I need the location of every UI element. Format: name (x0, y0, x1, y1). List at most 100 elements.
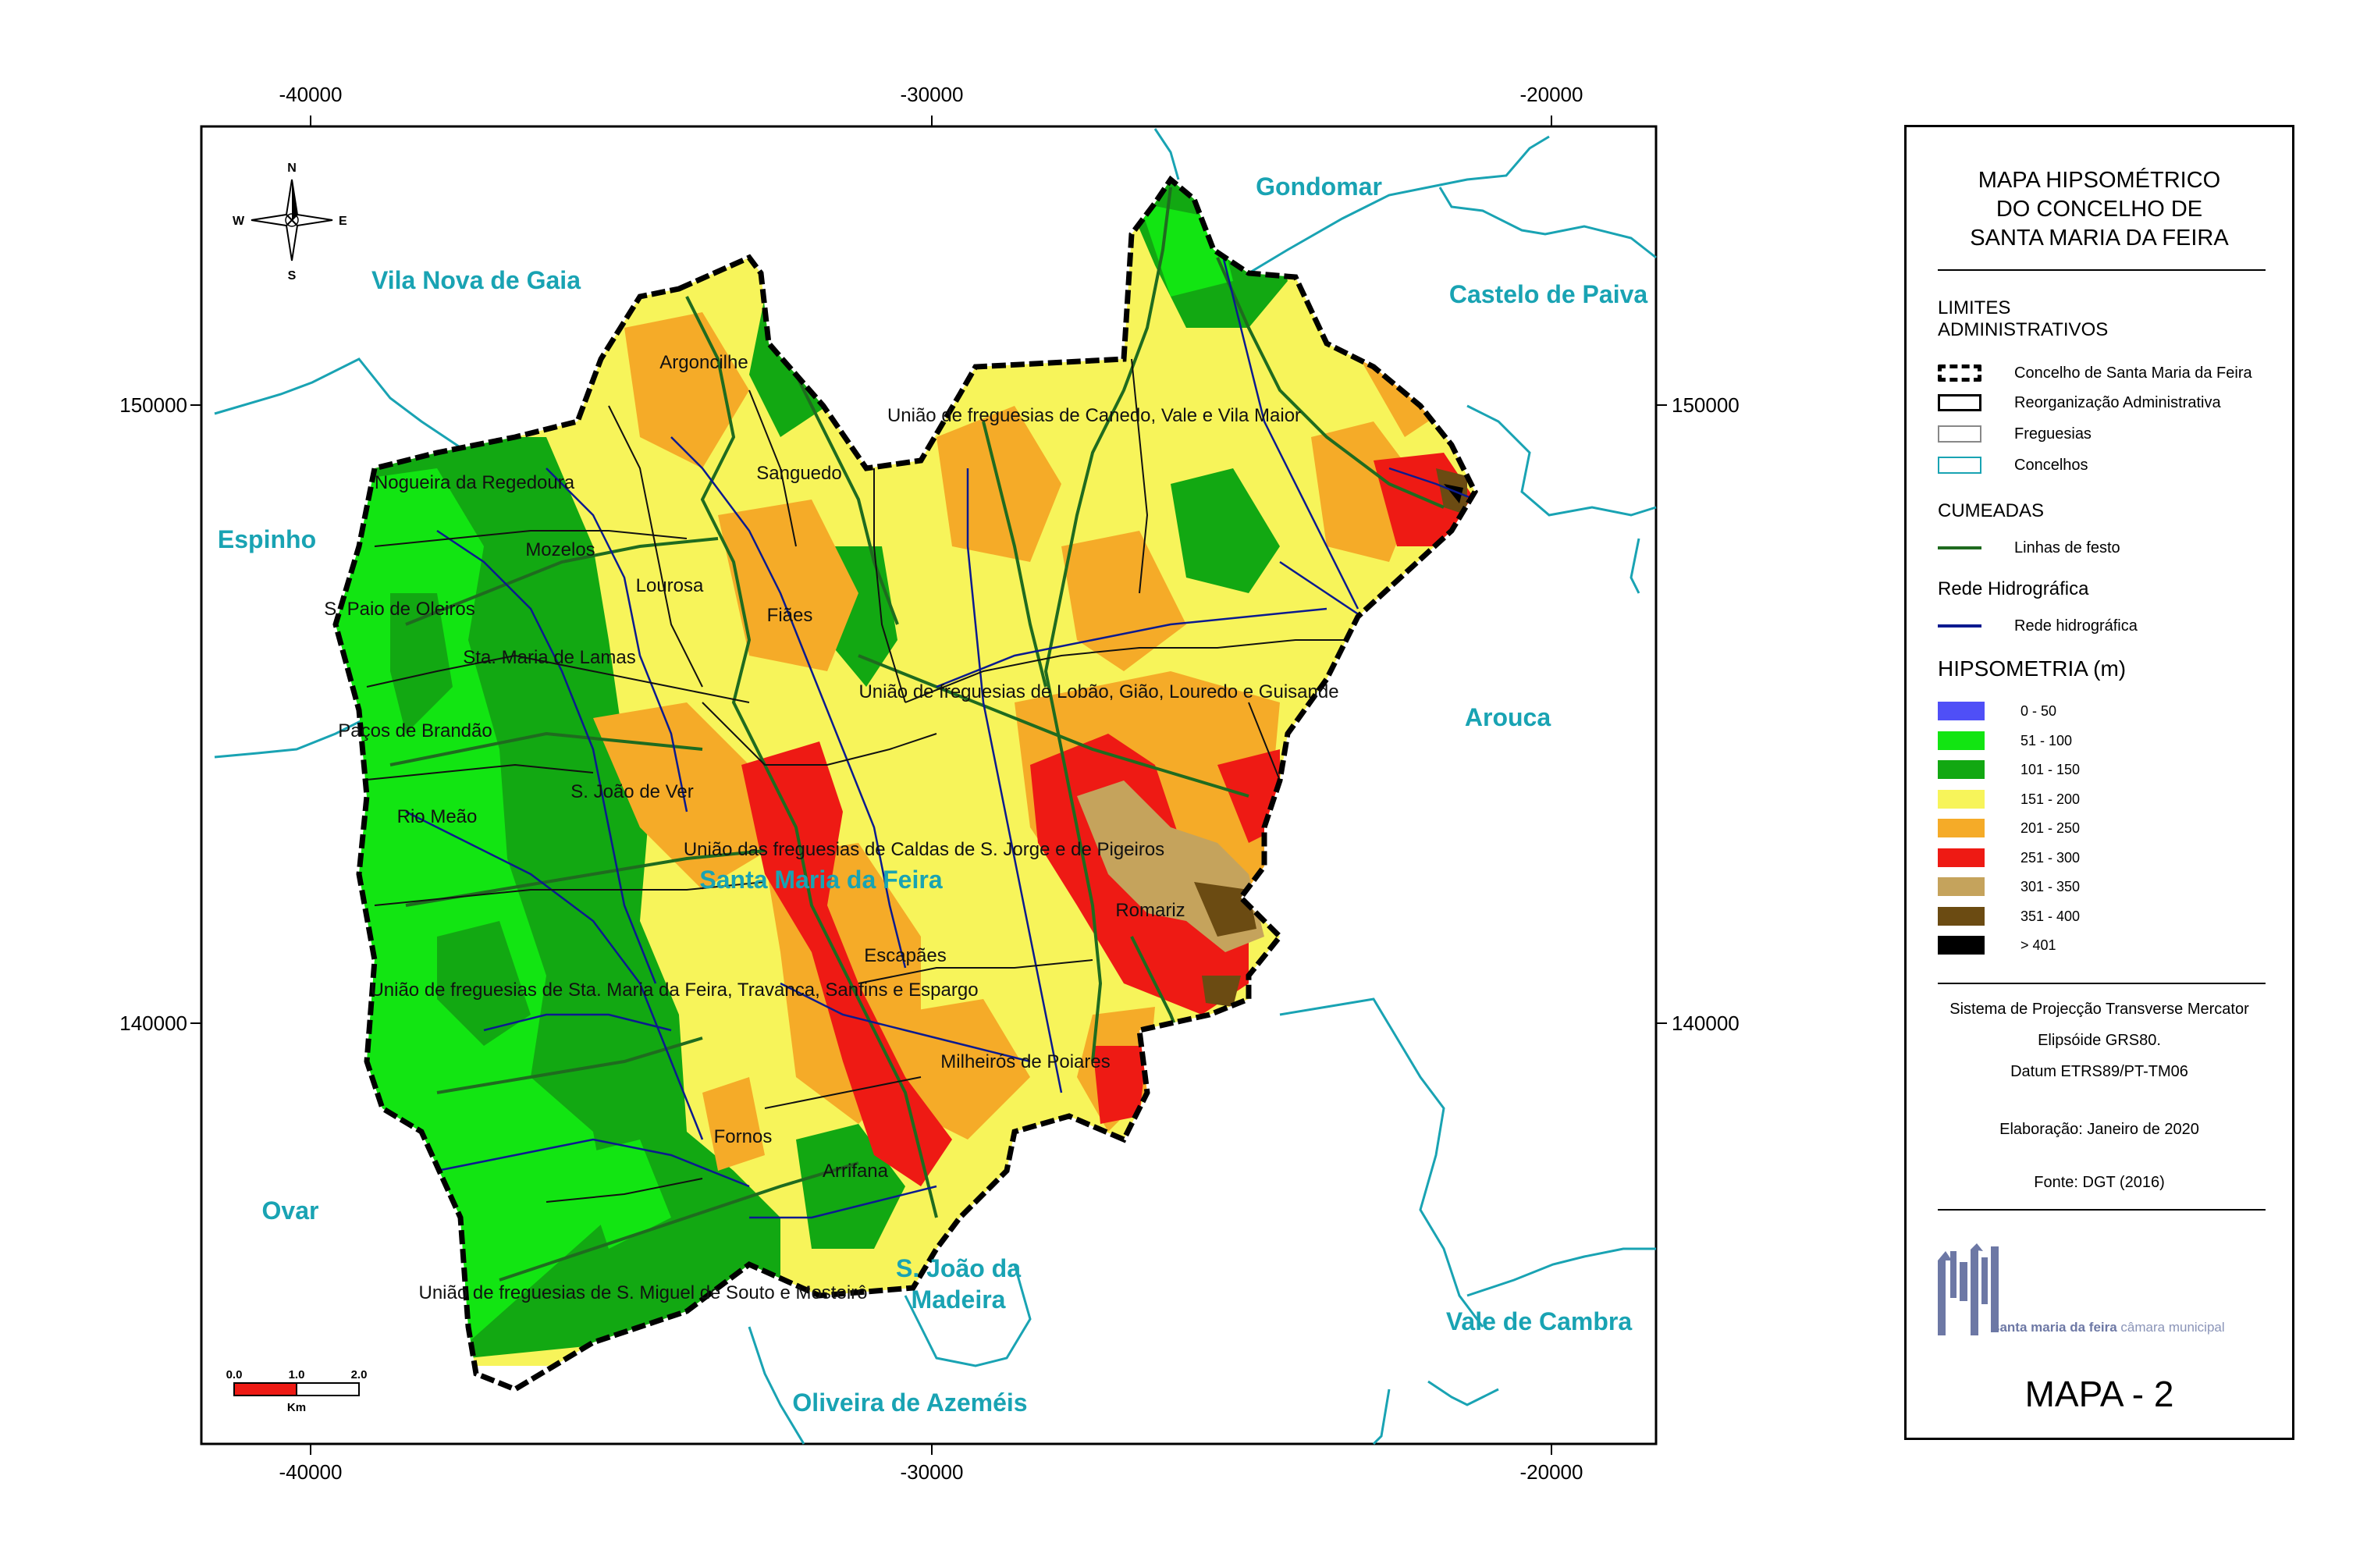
concelho-label: Oliveira de Azeméis (792, 1388, 1027, 1417)
legend-title-line: DO CONCELHO DE (1996, 197, 2203, 222)
parish-label: Fornos (714, 1126, 773, 1147)
projection-info: Sistema de Projecção Transverse Mercator… (1907, 1000, 2292, 1081)
parish-label: Rio Meão (397, 806, 478, 827)
parish-label: Paços de Brandão (338, 720, 492, 741)
concelho-label: Madeira (912, 1285, 1006, 1314)
parish-label: Arrifana (823, 1161, 889, 1182)
scale-label-2: 2.0 (351, 1368, 368, 1381)
parish-label: União de freguesias de Sta. Maria da Fei… (370, 980, 978, 1001)
coord-x-top-3: -20000 (1520, 83, 1583, 106)
compass-s: S (288, 269, 297, 283)
projection-line: Datum ETRS89/PT-TM06 (2010, 1063, 2188, 1080)
coord-y-left-1: 150000 (119, 393, 187, 417)
parish-label: Argoncilhe (659, 352, 748, 373)
concelho-label: Ovar (262, 1196, 319, 1225)
limites-title: LIMITES ADMINISTRATIVOS (1938, 297, 2108, 341)
parish-label: Lourosa (636, 575, 704, 596)
camara-logo-text: santa maria da feira câmara municipal (1992, 1320, 2225, 1335)
parish-label: S. João de Ver (570, 781, 693, 802)
hypsometry-swatch (1938, 760, 1985, 779)
elaboration-date: Elaboração: Janeiro de 2020 (1999, 1121, 2199, 1138)
concelhos-swatch (1938, 457, 1981, 474)
parish-label: Sanguedo (756, 463, 841, 484)
parish-label: Fiães (767, 605, 813, 626)
legend-label: Reorganização Administrativa (2014, 394, 2221, 411)
parish-label: União das freguesias de Caldas de S. Jor… (684, 839, 1164, 860)
hypsometry-title: HIPSOMETRIA (m) (1938, 656, 2127, 681)
compass-e: E (339, 215, 347, 228)
coord-y-left-2: 140000 (119, 1012, 187, 1035)
concelho-label: Espinho (218, 525, 316, 553)
hypsometry-label: 201 - 250 (2020, 820, 2081, 836)
hypsometry-label: 351 - 400 (2020, 908, 2081, 924)
hypsometry-swatch (1938, 936, 1985, 955)
rede-swatch (1938, 624, 1981, 628)
coord-y-right-2: 140000 (1672, 1012, 1740, 1035)
legend-label: Concelhos (2014, 457, 2088, 474)
hypsometry-label: > 401 (2020, 937, 2056, 953)
legend-title: MAPA HIPSOMÉTRICO DO CONCELHO DE SANTA M… (1907, 166, 2292, 253)
divider (1938, 269, 2266, 271)
hypsometry-swatch (1938, 877, 1985, 896)
hypsometry-swatch (1938, 819, 1985, 837)
concelho-label: Vale de Cambra (1446, 1307, 1633, 1335)
legend-title-line: MAPA HIPSOMÉTRICO (1978, 168, 2221, 193)
reorganizacao-swatch (1938, 394, 1981, 411)
divider (1938, 1209, 2266, 1211)
parish-boundaries (358, 358, 1374, 1203)
hypsometry-label: 0 - 50 (2020, 703, 2057, 719)
legend-label: Freguesias (2014, 425, 2092, 443)
map-number: MAPA - 2 (2024, 1374, 2174, 1414)
hypsometry-swatch (1938, 906, 1985, 926)
logo-text-bold: santa maria da feira (1992, 1320, 2117, 1335)
coord-y-right-1: 150000 (1672, 393, 1740, 417)
legend-label: Rede hidrográfica (2014, 617, 2138, 635)
legend-panel: MAPA HIPSOMÉTRICO DO CONCELHO DE SANTA M… (1904, 125, 2294, 1440)
parish-label: Mozelos (525, 539, 595, 560)
hypsometry-swatch (1938, 702, 1985, 720)
compass-w: W (233, 215, 245, 228)
concelho-label: Castelo de Paiva (1449, 280, 1648, 308)
parish-label: União de freguesias de Canedo, Vale e Vi… (887, 405, 1301, 426)
rede-title: Rede Hidrográfica (1938, 578, 2089, 599)
parish-label: Nogueira da Regedoura (375, 472, 575, 493)
parish-label: União de freguesias de S. Miguel de Sout… (418, 1282, 867, 1303)
compass-rose-icon: N S E W (233, 162, 347, 283)
source-text: Fonte: DGT (2016) (2034, 1174, 2165, 1191)
limites-title-line: ADMINISTRATIVOS (1938, 319, 2109, 340)
legend-label: Concelho de Santa Maria da Feira (2014, 364, 2252, 382)
hypsometry-label: 101 - 150 (2020, 762, 2081, 777)
hypsometry-label: 251 - 300 (2020, 849, 2081, 866)
freguesias-swatch (1938, 425, 1981, 443)
festo-swatch (1938, 546, 1981, 549)
scale-label-1: 1.0 (289, 1368, 305, 1381)
coord-x-bottom-1: -40000 (279, 1460, 343, 1484)
parish-label: Sta. Maria de Lamas (463, 647, 635, 668)
seat-label: Santa Maria da Feira (699, 866, 942, 894)
hypsometry-swatch (1938, 789, 1985, 809)
concelho-label: S. João da (896, 1254, 1021, 1282)
parish-label: Escapães (864, 945, 946, 966)
concelho-label: Vila Nova de Gaia (371, 266, 581, 294)
divider (1938, 983, 2266, 984)
parish-label: S. Paio de Oleiros (324, 599, 474, 620)
camara-logo-icon (1938, 1243, 1999, 1335)
concelho-boundaries (214, 128, 1657, 1445)
projection-line: Sistema de Projecção Transverse Mercator (1949, 1001, 2249, 1018)
hypsometry-swatch (1938, 731, 1985, 750)
coord-x-bottom-2: -30000 (901, 1460, 964, 1484)
scale-unit: Km (287, 1401, 306, 1414)
parish-label: Milheirós de Poiares (940, 1051, 1110, 1072)
coord-x-top-1: -40000 (279, 83, 343, 106)
cumeadas-title: CUMEADAS (1938, 500, 2045, 521)
compass-n: N (287, 162, 297, 175)
hypsometry-label: 151 - 200 (2020, 791, 2081, 807)
hypsometry-label: 51 - 100 (2020, 732, 2073, 748)
parish-label: Romariz (1115, 900, 1185, 921)
concelho-swatch (1938, 364, 1981, 382)
legend-title-line: SANTA MARIA DA FEIRA (1970, 226, 2229, 251)
hypsometry-swatch (1938, 848, 1985, 867)
scale-label-0: 0.0 (226, 1368, 243, 1381)
concelho-label: Arouca (1465, 703, 1551, 731)
